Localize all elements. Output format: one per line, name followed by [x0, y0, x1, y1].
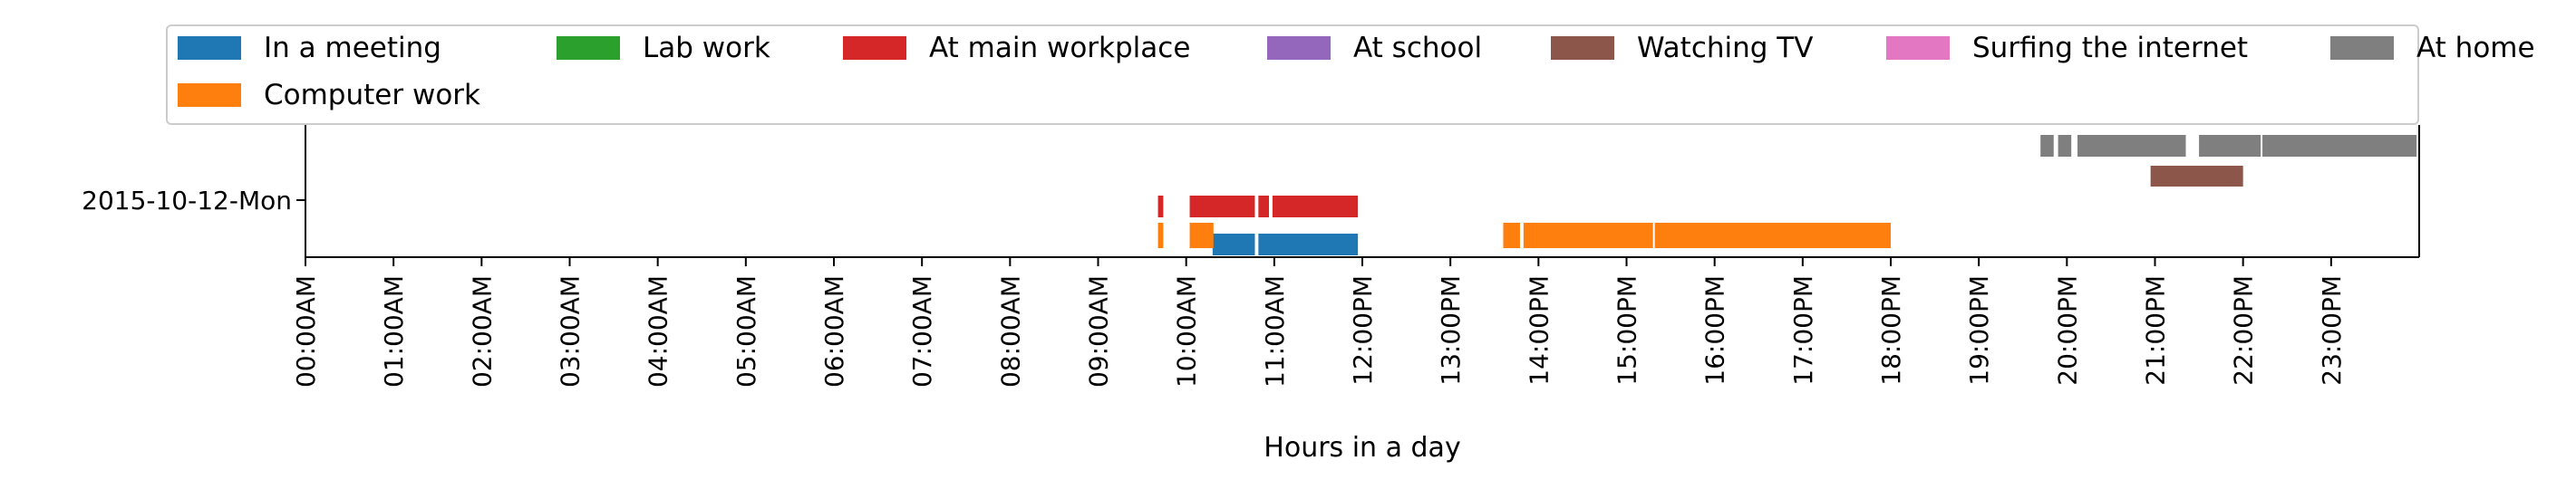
bar-at-home-1: [2058, 135, 2072, 157]
bar-at-main-workplace-1: [1189, 196, 1255, 217]
bar-in-a-meeting-1: [1258, 234, 1359, 255]
x-tick-label: 04:00AM: [644, 275, 673, 388]
legend-label-computer-work: Computer work: [264, 79, 480, 111]
x-tick-label: 17:00PM: [1788, 275, 1818, 386]
bar-computer-work-2: [1503, 223, 1520, 248]
legend: In a meeting Lab work At main workplace At …: [166, 24, 2535, 125]
x-tick-label: 16:00PM: [1700, 275, 1730, 386]
x-tick-label: 02:00AM: [467, 275, 497, 388]
x-tick-label: 09:00AM: [1084, 275, 1114, 388]
x-tick-label: 12:00PM: [1348, 275, 1378, 386]
x-tick-label: 01:00AM: [379, 275, 409, 388]
bar-in-a-meeting-0: [1212, 234, 1255, 255]
bar-at-home-0: [2040, 135, 2054, 157]
axes: 00:00AM 01:00AM 02:00AM 03:00AM 04:00AM 05:00…: [291, 125, 2420, 388]
x-tick-label: 05:00AM: [731, 275, 761, 388]
legend-swatch-watching-tv: [1551, 36, 1614, 60]
bar-at-main-workplace-0: [1157, 196, 1164, 217]
legend-label-in-a-meeting: In a meeting: [264, 32, 441, 64]
x-tick-label: 00:00AM: [291, 275, 321, 388]
x-tick-label: 15:00PM: [1612, 275, 1642, 386]
legend-label-at-home: At home: [2416, 32, 2535, 64]
legend-label-at-school: At school: [1353, 32, 1482, 64]
bar-at-home-2: [2077, 135, 2186, 157]
legend-swatch-in-a-meeting: [178, 36, 241, 60]
bar-at-main-workplace-3: [1272, 196, 1359, 217]
x-tick-label: 23:00PM: [2317, 275, 2347, 386]
x-tick-label: 22:00PM: [2229, 275, 2259, 386]
x-tick-label: 20:00PM: [2052, 275, 2082, 386]
day-label: 2015-10-12-Mon: [82, 186, 292, 216]
x-tick-label: 10:00AM: [1172, 275, 1202, 388]
bar-watching-tv-0: [2150, 166, 2243, 187]
bar-computer-work-1: [1189, 223, 1214, 248]
x-tick-label: 18:00PM: [1876, 275, 1906, 386]
legend-swatch-computer-work: [178, 83, 241, 107]
bar-computer-work-4: [1654, 223, 1891, 248]
bar-at-home-3: [2199, 135, 2261, 157]
x-tick-label: 11:00AM: [1260, 275, 1290, 388]
x-tick-label: 08:00AM: [995, 275, 1025, 388]
x-axis-label: Hours in a day: [1264, 432, 1460, 464]
legend-label-surfing-the-internet: Surfing the internet: [1972, 32, 2248, 64]
legend-frame: [166, 24, 2419, 125]
bar-at-main-workplace-2: [1258, 196, 1269, 217]
x-tick-label: 06:00AM: [819, 275, 849, 388]
x-tick-label: 19:00PM: [1964, 275, 1994, 386]
activity-bars: [1157, 135, 2417, 255]
legend-swatch-at-home: [2330, 36, 2394, 60]
legend-label-watching-tv: Watching TV: [1637, 32, 1813, 64]
legend-label-at-main-workplace: At main workplace: [929, 32, 1190, 64]
bar-computer-work-0: [1157, 223, 1164, 248]
legend-swatch-surfing-the-internet: [1886, 36, 1950, 60]
legend-swatch-at-school: [1267, 36, 1331, 60]
bar-at-home-4: [2262, 135, 2417, 157]
bar-computer-work-3: [1523, 223, 1653, 248]
x-tick-label: 21:00PM: [2141, 275, 2171, 386]
legend-swatch-at-main-workplace: [843, 36, 906, 60]
legend-label-lab-work: Lab work: [643, 32, 770, 64]
legend-swatch-lab-work: [557, 36, 620, 60]
x-tick-label: 03:00AM: [556, 275, 586, 388]
x-tick-label: 07:00AM: [907, 275, 937, 388]
x-tick-label: 14:00PM: [1524, 275, 1554, 386]
x-tick-label: 13:00PM: [1436, 275, 1466, 386]
